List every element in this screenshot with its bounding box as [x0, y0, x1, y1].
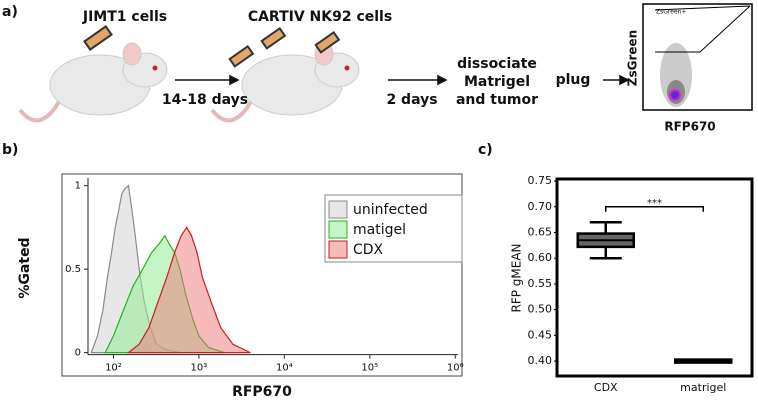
- y-tick-label: 0.40: [528, 354, 553, 367]
- y-tick-label: 0.55: [528, 277, 553, 290]
- y-tick-label: 0: [75, 348, 81, 359]
- panel-label: a): [2, 4, 18, 20]
- x-tick-label: 10³: [191, 363, 208, 374]
- product-label: plug: [556, 72, 591, 88]
- legend-label: CDX: [353, 242, 384, 258]
- gate-label: ZsGreen+: [656, 9, 686, 16]
- plot-frame: [61, 173, 463, 377]
- histogram-area: [126, 226, 251, 354]
- x-tick-label: matrigel: [680, 381, 726, 394]
- step-label: 14-18 days: [162, 92, 248, 108]
- flow-plot: ZsGreen+: [642, 3, 753, 111]
- y-tick-label: 1: [75, 181, 81, 192]
- process-label: and tumor: [456, 92, 538, 108]
- significance-label: ***: [647, 198, 662, 209]
- y-tick-label: 0.5: [65, 264, 81, 275]
- plot-frame: [555, 177, 754, 378]
- mouse-icon: [18, 42, 360, 123]
- legend-swatch: [328, 240, 348, 259]
- y-tick-label: 0.45: [528, 328, 553, 341]
- legend-swatch: [328, 220, 348, 239]
- syringe-icon: [83, 25, 341, 68]
- y-tick-label: 0.60: [528, 251, 553, 264]
- y-axis-label: RFP gMEAN: [510, 243, 524, 312]
- x-tick-label: CDX: [594, 381, 618, 394]
- step-label: 2 days: [386, 92, 437, 108]
- y-tick-label: 0.50: [528, 303, 553, 316]
- arrow: [175, 74, 630, 86]
- legend-label: uninfected: [353, 202, 428, 218]
- axis-label: ZsGreen: [626, 30, 640, 86]
- panel-label: b): [2, 142, 18, 158]
- y-tick-label: 0.65: [528, 225, 553, 238]
- legend-box: [324, 194, 463, 263]
- panel-label: c): [478, 142, 493, 158]
- x-tick-label: 10⁵: [361, 363, 378, 374]
- process-label: dissociate: [457, 56, 537, 72]
- mouse-label: CARTIV NK92 cells: [248, 9, 392, 25]
- x-tick-label: 10⁴: [276, 363, 293, 374]
- mouse-label: JIMT1 cells: [82, 9, 167, 25]
- y-tick-label: 0.70: [528, 200, 553, 213]
- x-tick-label: 10²: [105, 363, 122, 374]
- significance-bracket: [605, 206, 704, 212]
- x-tick-label: 10⁶: [447, 363, 464, 374]
- y-axis-label: %Gated: [17, 237, 33, 298]
- legend-swatch: [328, 200, 348, 219]
- y-tick-label: 0.75: [528, 174, 553, 187]
- process-label: Matrigel: [464, 74, 530, 90]
- axis-label: RFP670: [664, 120, 715, 134]
- legend-label: matigel: [353, 222, 406, 238]
- x-axis-label: RFP670: [232, 384, 292, 400]
